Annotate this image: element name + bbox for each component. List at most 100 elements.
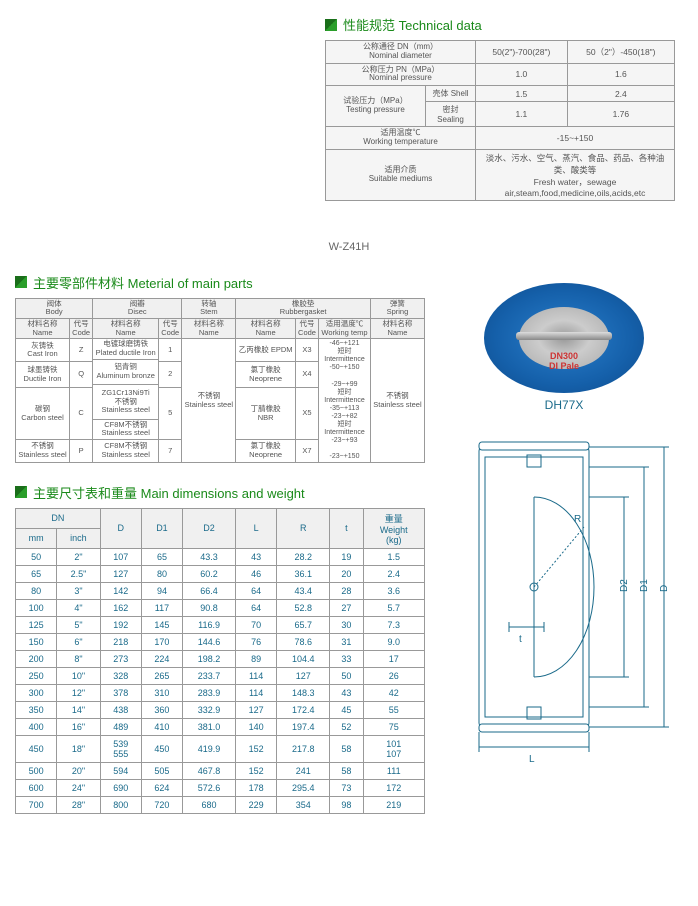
dimensions-title: 主要尺寸表和重量 Main dimensions and weight (33, 483, 305, 502)
td: 125 (16, 616, 57, 633)
td: 265 (141, 667, 182, 684)
td: 250 (16, 667, 57, 684)
th: 材料名称 Name (93, 319, 159, 339)
table-row: 适用温度℃Working temperature -15~+150 (326, 127, 675, 150)
td: 64 (236, 599, 277, 616)
td: 198.2 (183, 650, 236, 667)
td: 24" (57, 779, 101, 796)
dimensions-header: 主要尺寸表和重量 Main dimensions and weight (15, 483, 425, 502)
td: 111 (363, 762, 425, 779)
td: 73 (330, 779, 363, 796)
th: 阀体 Body (16, 298, 93, 318)
td: 114 (236, 684, 277, 701)
td: 600 (16, 779, 57, 796)
td: 438 (100, 701, 141, 718)
td: 350 (16, 701, 57, 718)
td: 300 (16, 684, 57, 701)
table-row: 30012"378310283.9114148.34342 (16, 684, 425, 701)
td: 66.4 (183, 582, 236, 599)
td: 2" (57, 548, 101, 565)
td: 170 (141, 633, 182, 650)
section-marker-icon (325, 19, 337, 31)
materials-title: 主要零部件材料 Meterial of main parts (33, 273, 253, 292)
td: 10" (57, 667, 101, 684)
td: 539 555 (100, 735, 141, 762)
td: 43.4 (277, 582, 330, 599)
td: CF8M不锈钢Stainless steel (93, 419, 159, 439)
td: 127 (236, 701, 277, 718)
td: 104.4 (277, 650, 330, 667)
model-code: W-Z41H (15, 241, 683, 253)
diagram-label-d1: D1 (639, 579, 650, 592)
td: 152 (236, 735, 277, 762)
table-row: 502"1076543.34328.2191.5 (16, 548, 425, 565)
diagram-label-d2: D2 (619, 579, 630, 592)
td: Z (70, 339, 93, 362)
td: 98 (330, 796, 363, 813)
td: 142 (100, 582, 141, 599)
td: 64 (236, 582, 277, 599)
tech-cell: 公称通径 DN（mm）Nominal diameter (326, 41, 476, 64)
td: 丁腈橡胶 NBR (236, 388, 296, 440)
td: 26 (363, 667, 425, 684)
diagram-label-t: t (519, 634, 522, 645)
td: 217.8 (277, 735, 330, 762)
td: 192 (100, 616, 141, 633)
td: 70 (236, 616, 277, 633)
th: D2 (183, 508, 236, 548)
td: 27 (330, 599, 363, 616)
td: 354 (277, 796, 330, 813)
td: 2.5" (57, 565, 101, 582)
td: 219 (363, 796, 425, 813)
td: 332.9 (183, 701, 236, 718)
td: 18" (57, 735, 101, 762)
td: 铝青铜Aluminum bronze (93, 359, 159, 385)
section-marker-icon (15, 486, 27, 498)
td: 116.9 (183, 616, 236, 633)
tech-cell: 适用温度℃Working temperature (326, 127, 476, 150)
td: 65 (16, 565, 57, 582)
td: 5 (159, 388, 182, 440)
tech-cell: 公称压力 PN（MPa）Nominal pressure (326, 63, 476, 86)
technical-data-table: 公称通径 DN（mm）Nominal diameter 50(2")-700(2… (325, 40, 675, 201)
th: inch (57, 528, 101, 548)
td: 233.7 (183, 667, 236, 684)
td: 410 (141, 718, 182, 735)
diagram-label-r: R (574, 514, 581, 525)
td: 4" (57, 599, 101, 616)
tech-cell: 1.5 (476, 86, 568, 102)
th: D (100, 508, 141, 548)
td: C (70, 388, 93, 440)
td: 3.6 (363, 582, 425, 599)
td: 46 (236, 565, 277, 582)
th: t (330, 508, 363, 548)
th: 橡胶垫 Rubbergasket (236, 298, 371, 318)
td: 9.0 (363, 633, 425, 650)
td: 2 (159, 362, 182, 388)
td: 7 (159, 439, 182, 462)
td: 19 (330, 548, 363, 565)
td: CF8M不锈钢Stainless steel (93, 439, 159, 462)
td: 75 (363, 718, 425, 735)
materials-header: 主要零部件材料 Meterial of main parts (15, 273, 425, 292)
td: 140 (236, 718, 277, 735)
td: 720 (141, 796, 182, 813)
tech-cell: 2.4 (567, 86, 674, 102)
th: L (236, 508, 277, 548)
td: 1 (159, 339, 182, 362)
td: 50 (16, 548, 57, 565)
td: 不锈钢Stainless steel (182, 339, 236, 463)
td: 89 (236, 650, 277, 667)
tech-cell: 试验压力（MPa）Testing pressure (326, 86, 426, 127)
table-row: 60024"690624572.6178295.473172 (16, 779, 425, 796)
td: 50 (330, 667, 363, 684)
td: 127 (277, 667, 330, 684)
th: DN (16, 508, 101, 528)
td: 78.6 (277, 633, 330, 650)
td: 52 (330, 718, 363, 735)
table-row: 1506"218170144.67678.6319.0 (16, 633, 425, 650)
valve-product-image: DN300 DI Pale (484, 283, 644, 393)
technical-data-section: 性能规范 Technical data 公称通径 DN（mm）Nominal d… (325, 15, 683, 201)
td: 14" (57, 701, 101, 718)
tech-cell: 1.76 (567, 102, 674, 127)
